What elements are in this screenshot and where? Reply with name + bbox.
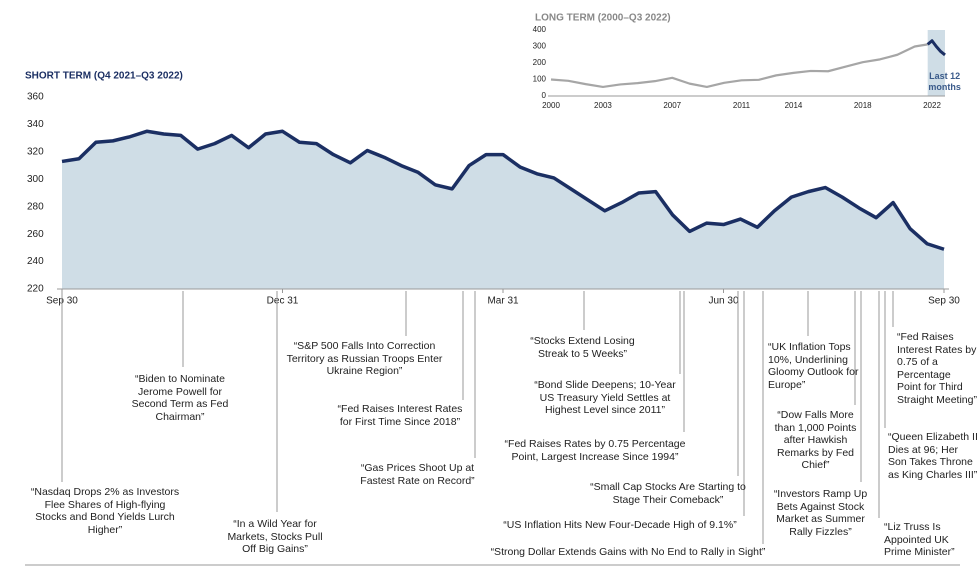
x-tick-label: Sep 30 [928,296,960,307]
annotation: “Gas Prices Shoot Up at Fastest Rate on … [360,462,475,487]
y-tick-label: 200 [533,58,547,67]
x-tick-label: Mar 31 [487,296,519,307]
y-tick-label: 220 [27,284,44,295]
x-tick-label: Jun 30 [708,296,738,307]
highlight-band [927,30,945,96]
y-tick-label: 300 [27,174,44,185]
line [926,39,946,57]
y-tick-label: 400 [533,25,547,34]
line [61,129,945,251]
y-tick-label: 360 [27,92,44,103]
highlight-label: Last 12 months [928,71,961,92]
annotation: “S&P 500 Falls Into Correction Territory… [286,340,443,377]
annotation: “Fed Raises Interest Rates by 0.75 of a … [897,331,977,406]
annotation: “Biden to Nominate Jerome Powell for Sec… [131,373,229,423]
y-tick-label: 260 [27,229,44,240]
annotation: “Nasdaq Drops 2% as Investors Flee Share… [30,486,180,536]
annotation: “Bond Slide Deepens; 10-Year US Treasury… [534,379,676,416]
annotation: “Dow Falls More than 1,000 Points after … [774,409,857,471]
x-tick-label: 2014 [785,101,803,110]
line [550,43,928,89]
annotation: “In a Wild Year for Markets, Stocks Pull… [227,518,323,555]
y-tick-label: 100 [533,75,547,84]
x-tick-label: 2003 [594,101,612,110]
annotation: “Stocks Extend Losing Streak to 5 Weeks” [530,335,635,360]
annotation: “Queen Elizabeth II Dies at 96; Her Son … [888,431,978,481]
x-tick-label: 2011 [733,101,751,110]
annotation: “Liz Truss Is Appointed UK Prime Ministe… [884,521,955,558]
annotation: “Fed Raises Interest Rates for First Tim… [337,403,463,428]
annotation: “Investors Ramp Up Bets Against Stock Ma… [773,488,868,538]
y-tick-label: 320 [27,146,44,157]
annotation: “Small Cap Stocks Are Starting to Stage … [590,481,746,506]
chart-title: SHORT TERM (Q4 2021–Q3 2022) [25,71,183,82]
inset-title: LONG TERM (2000–Q3 2022) [535,13,671,24]
y-tick-label: 340 [27,119,44,130]
x-tick-label: 2022 [923,101,941,110]
annotation: “Strong Dollar Extends Gains with No End… [490,546,766,558]
x-tick-label: Dec 31 [267,296,299,307]
annotation: “US Inflation Hits New Four-Decade High … [503,519,737,531]
area-fill [62,131,944,289]
y-tick-label: 0 [542,91,547,100]
annotation: “UK Inflation Tops 10%, Underlining Gloo… [768,341,859,391]
y-tick-label: 280 [27,201,44,212]
y-tick-label: 240 [27,256,44,267]
y-tick-label: 300 [533,42,547,51]
x-tick-label: 2000 [542,101,560,110]
x-tick-label: 2018 [854,101,872,110]
x-tick-label: 2007 [663,101,681,110]
annotation: “Fed Raises Rates by 0.75 Percentage Poi… [504,438,686,463]
